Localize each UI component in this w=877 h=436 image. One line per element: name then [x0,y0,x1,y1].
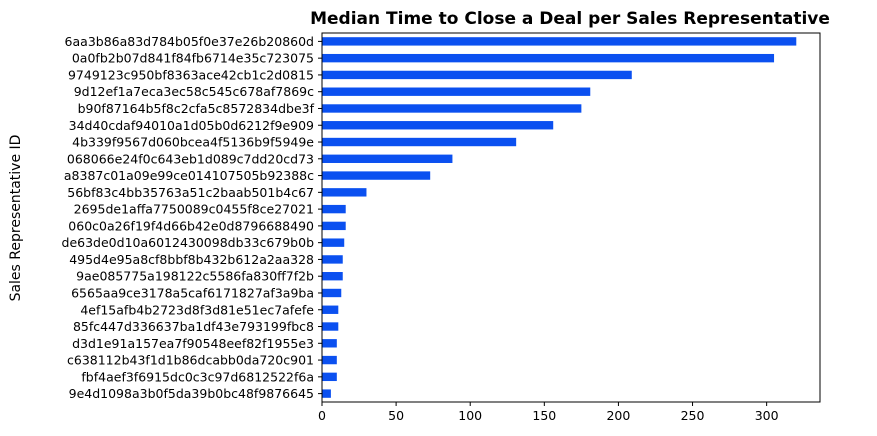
bar-060c0a26f19f4d66b42e0d8796688490 [322,221,346,231]
y-tick-label: fbf4aef3f6915dc0c3c97d6812522f6a [81,369,314,384]
bar-34d40cdaf94010a1d05b0d6212f9e909 [322,121,554,130]
y-tick-label: 495d4e95a8cf8bbf8b432b612a2aa328 [69,252,314,267]
y-axis-ticks: 6aa3b86a83d784b05f0e37e26b20860d 0a0fb2b0… [62,34,322,401]
bar-85fc447d336637ba1df43e793199fbc8 [322,322,339,331]
y-tick-label: 9749123c950bf8363ace42cb1c2d0815 [68,67,314,82]
bar-d3d1e91a157ea7f90548eef82f1955e3 [322,339,337,348]
x-tick-label: 100 [458,408,482,423]
chart-title: Median Time to Close a Deal per Sales Re… [310,9,830,29]
y-tick-label: 060c0a26f19f4d66b42e0d8796688490 [68,218,314,233]
y-tick-label: 0a0fb2b07d841f84fb6714e35c723075 [72,51,314,66]
y-tick-label: d3d1e91a157ea7f90548eef82f1955e3 [72,336,314,351]
x-tick-label: 300 [755,408,779,423]
y-tick-label: 4b339f9567d060bcea4f5136b9f5949e [72,135,314,150]
bar-495d4e95a8cf8bbf8b432b612a2aa328 [322,255,343,264]
y-tick-label: 9e4d1098a3b0f5da39b0bc48f9876645 [69,386,314,401]
x-tick-label: 50 [388,408,404,423]
y-tick-label: 34d40cdaf94010a1d05b0d6212f9e909 [69,118,314,133]
bar-9ae085775a198122c5586fa830ff7f2b [322,272,343,281]
y-tick-label: 85fc447d336637ba1df43e793199fbc8 [73,319,314,334]
bar-2695de1affa7750089c0455f8ce27021 [322,204,346,214]
bar-4b339f9567d060bcea4f5136b9f5949e [322,137,517,147]
x-tick-label: 0 [318,408,326,423]
y-tick-label: 4ef15afb4b2723d8f3d81e51ec7afefe [80,302,314,317]
bar-9749123c950bf8363ace42cb1c2d0815 [322,70,632,80]
bar-4ef15afb4b2723d8f3d81e51ec7afefe [322,305,339,314]
y-tick-label: c638112b43f1d1b86dcabb0da720c901 [67,353,314,368]
y-axis-label: Sales Representative ID [8,135,24,302]
y-tick-label: 6565aa9ce3178a5caf6171827af3a9ba [71,285,314,300]
bar-fbf4aef3f6915dc0c3c97d6812522f6a [322,372,337,382]
bar-6565aa9ce3178a5caf6171827af3a9ba [322,288,342,298]
y-tick-label: b90f87164b5f8c2cfa5c8572834dbe3f [78,101,315,116]
x-tick-label: 250 [681,408,705,423]
y-tick-label: a8387c01a09e99ce014107505b92388c [64,168,314,183]
x-axis-ticks: 0 50 100 150 200 250 300 [318,402,779,423]
bar-9d12ef1a7eca3ec58c545c678af7869c [322,87,591,96]
bar-9e4d1098a3b0f5da39b0bc48f9876645 [322,389,331,398]
bar-c638112b43f1d1b86dcabb0da720c901 [322,355,337,365]
y-tick-label: 068066e24f0c643eb1d089c7dd20cd73 [67,151,314,166]
plot-frame [321,32,821,403]
y-tick-label: de63de0d10a6012430098db33c679b0b [62,235,315,250]
y-tick-label: 6aa3b86a83d784b05f0e37e26b20860d [65,34,314,49]
bar-b90f87164b5f8c2cfa5c8572834dbe3f [322,104,582,113]
bars-group [322,37,797,398]
y-tick-label: 9d12ef1a7eca3ec58c545c678af7869c [74,84,314,99]
bar-56bf83c4bb35763a51c2baab501b4c67 [322,188,367,197]
y-tick-label: 9ae085775a198122c5586fa830ff7f2b [76,269,314,284]
bar-de63de0d10a6012430098db33c679b0b [322,238,345,247]
bar-6aa3b86a83d784b05f0e37e26b20860d [322,37,797,46]
y-tick-label: 2695de1affa7750089c0455f8ce27021 [74,202,314,217]
bar-068066e24f0c643eb1d089c7dd20cd73 [322,154,453,163]
y-tick-label: 56bf83c4bb35763a51c2baab501b4c67 [67,185,314,200]
bar-a8387c01a09e99ce014107505b92388c [322,171,431,180]
x-tick-label: 200 [606,408,630,423]
bar-0a0fb2b07d841f84fb6714e35c723075 [322,53,775,63]
x-tick-label: 150 [532,408,556,423]
